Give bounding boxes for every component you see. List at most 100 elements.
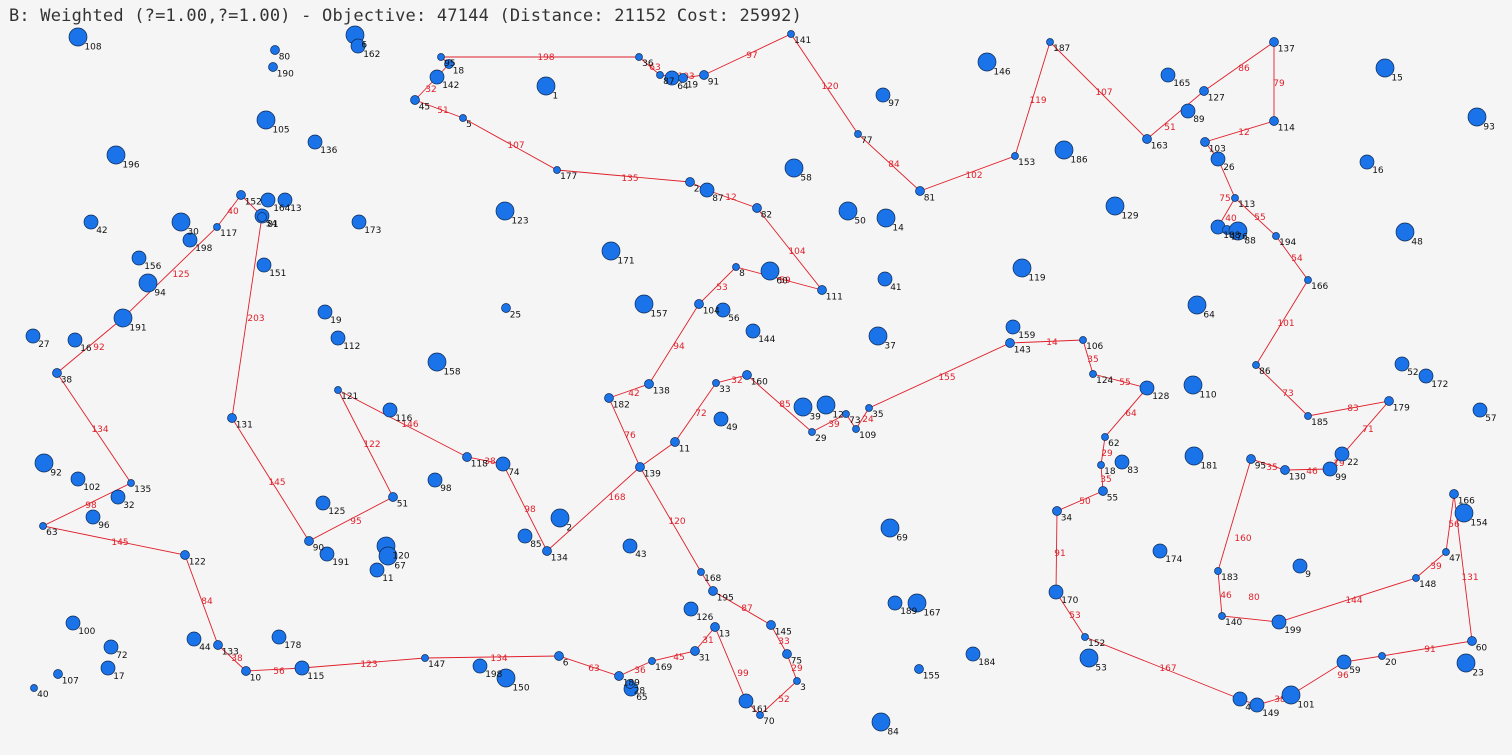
node-marker [294, 660, 310, 676]
edge-weight-label: 123 [360, 660, 377, 670]
node-marker [1160, 67, 1176, 83]
node-label: 83 [1127, 466, 1138, 476]
node-label: 40 [37, 690, 49, 700]
node-label: 104 [703, 307, 720, 317]
node-marker [472, 658, 488, 674]
node-marker [382, 402, 398, 418]
node-label: 166 [1458, 497, 1475, 507]
node-label: 10 [250, 674, 262, 684]
node-label: 188 [1223, 231, 1240, 241]
edge-weight-label: 32 [425, 85, 436, 95]
node-marker [1105, 196, 1125, 216]
node-label: 125 [328, 507, 345, 517]
edge-weight-label: 96 [1337, 671, 1349, 681]
node-marker [110, 489, 126, 505]
edge-weight-label: 107 [1095, 88, 1112, 98]
node-label: 6 [563, 659, 569, 669]
node-marker [127, 479, 135, 487]
node-marker [271, 629, 287, 645]
node-label: 77 [861, 136, 872, 146]
node-marker [977, 52, 997, 72]
node-label: 153 [1018, 158, 1035, 168]
node-marker [1467, 636, 1477, 646]
node-marker [30, 684, 38, 692]
node-marker [838, 201, 858, 221]
node-label: 97 [888, 99, 899, 109]
node-label: 81 [924, 194, 935, 204]
edge-weight-label: 24 [862, 415, 874, 425]
edge-weight-label: 71 [1362, 425, 1373, 435]
node-marker [131, 250, 147, 266]
node-marker [842, 410, 850, 418]
node-label: 143 [1014, 346, 1031, 356]
node-label: 174 [1165, 555, 1182, 565]
node-label: 54 [266, 220, 278, 230]
edge-weight-label: 98 [524, 505, 536, 515]
node-marker [554, 651, 564, 661]
node-label: 108 [84, 42, 101, 52]
node-marker [710, 622, 720, 632]
node-marker [1214, 567, 1222, 575]
node-label: 19 [330, 316, 342, 326]
node-marker [1271, 614, 1287, 630]
node-marker [699, 70, 709, 80]
node-marker [427, 352, 447, 372]
node-label: 102 [83, 483, 100, 493]
node-marker [437, 53, 445, 61]
node-marker [378, 546, 398, 566]
node-label: 114 [1278, 124, 1295, 134]
node-marker [100, 660, 116, 676]
node-marker [1180, 103, 1196, 119]
node-marker [25, 328, 41, 344]
edge-weight-label: 35 [1266, 463, 1277, 473]
node-marker [793, 677, 801, 685]
edge-weight-label: 40 [227, 207, 239, 217]
edge-weight-label: 122 [363, 440, 380, 450]
node-label: 130 [1289, 473, 1306, 483]
node-marker [787, 30, 795, 38]
node-marker [1269, 116, 1279, 126]
node-label: 152 [245, 198, 262, 208]
node-label: 109 [859, 431, 876, 441]
edge-weight-label: 101 [1277, 319, 1294, 329]
node-marker [1079, 336, 1087, 344]
node-label: 133 [222, 648, 239, 658]
node-label: 3 [800, 683, 806, 693]
node-marker [1336, 654, 1352, 670]
edge-weight-label: 97 [746, 51, 757, 61]
edge-weight-label: 50 [1079, 497, 1091, 507]
node-marker [1101, 433, 1109, 441]
node-marker [965, 646, 981, 662]
node-label: 119 [1028, 273, 1045, 283]
edge-weight-label: 51 [437, 106, 448, 116]
nodes-layer [25, 25, 1488, 732]
edge-weight-label: 38 [231, 654, 243, 664]
node-marker [227, 413, 237, 423]
edge-weight-label: 12 [725, 193, 736, 203]
edge-weight-label: 168 [608, 493, 625, 503]
node-label: 141 [794, 36, 811, 46]
edge-weight-label: 76 [624, 431, 636, 441]
edge-weight-label: 33 [778, 637, 789, 647]
node-label: 74 [508, 468, 520, 478]
node-marker [1304, 412, 1312, 420]
node-label: 35 [872, 410, 883, 420]
edge-weight-label: 135 [621, 174, 638, 184]
edge-weight-label: 94 [673, 342, 685, 352]
node-marker [138, 273, 158, 293]
node-marker [782, 649, 792, 659]
edge-weight-label: 79 [1273, 79, 1285, 89]
node-marker [752, 203, 762, 213]
node-marker [517, 528, 533, 544]
node-label: 96 [98, 521, 110, 531]
node-marker [444, 59, 454, 69]
node-marker [1472, 402, 1488, 418]
node-label: 17 [113, 672, 124, 682]
node-marker [459, 114, 467, 122]
edge-weight-label: 32 [731, 376, 742, 386]
node-label: 198 [485, 670, 502, 680]
node-label: 155 [923, 672, 940, 682]
node-marker [635, 462, 645, 472]
edge-weight-label: 53 [1069, 611, 1080, 621]
